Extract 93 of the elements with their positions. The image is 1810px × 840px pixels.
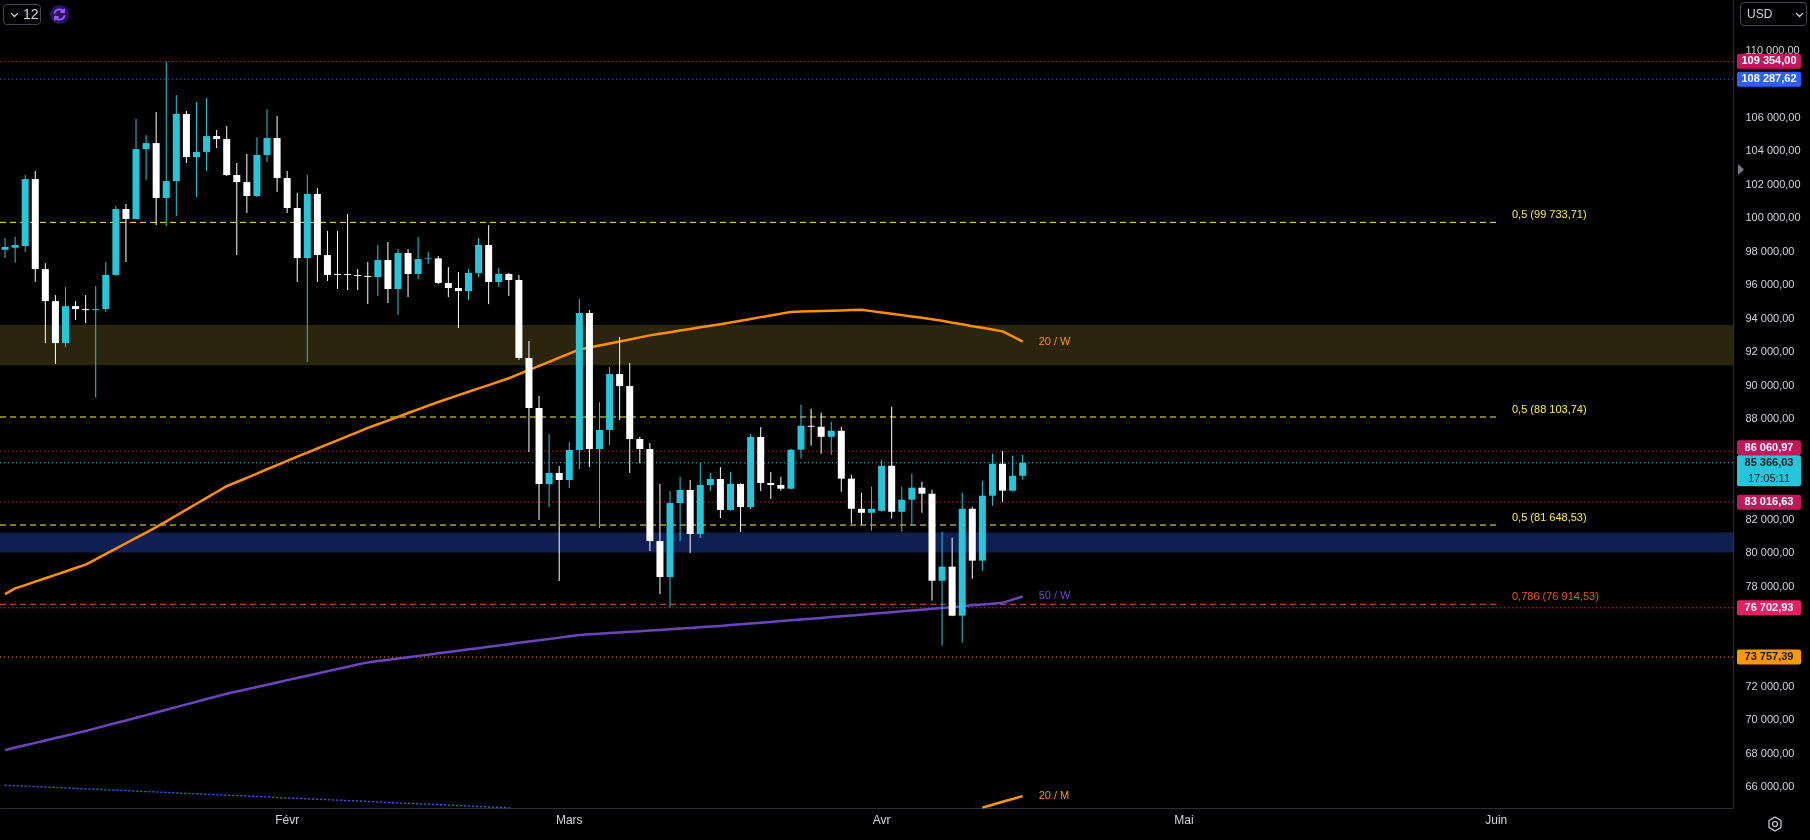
candlestick xyxy=(505,272,513,297)
ref-line-label: 0,786 (76 914,53) xyxy=(1512,590,1599,603)
candlestick xyxy=(344,213,352,291)
line-series xyxy=(981,794,1024,809)
candlestick xyxy=(454,271,462,329)
ref-line-label: 86 060,97 xyxy=(1744,440,1794,453)
ref-line-label: 109 354,00 xyxy=(1741,54,1797,67)
candlestick xyxy=(334,230,342,290)
ref-line-label: 108 287,62 xyxy=(1741,72,1797,85)
candlestick xyxy=(908,473,916,527)
y-tick-label: 68 000,00 xyxy=(1745,746,1795,759)
ref-line-label: 85 366,03 xyxy=(1744,455,1794,468)
ref-line-label: 0,5 (99 733,71) xyxy=(1512,208,1587,221)
y-tick-label: 90 000,00 xyxy=(1745,378,1795,391)
candlestick xyxy=(11,236,19,264)
y-tick-label: 98 000,00 xyxy=(1745,244,1795,257)
candlestick xyxy=(817,412,825,455)
candlestick xyxy=(898,486,906,533)
y-tick-label: 110 000,00 xyxy=(1745,44,1800,57)
candlestick xyxy=(203,97,211,172)
candlestick xyxy=(737,482,745,533)
ref-line-label: 0,5 (81 648,53) xyxy=(1512,511,1587,524)
candlestick xyxy=(162,60,170,227)
series-label: 20 / W xyxy=(1038,334,1072,347)
x-tick-label: Févr xyxy=(275,812,300,827)
candlestick xyxy=(555,465,563,582)
candlestick xyxy=(72,300,80,321)
candlestick xyxy=(374,244,382,297)
series-label: 50 / W xyxy=(1038,589,1072,602)
y-tick-label: 70 000,00 xyxy=(1745,713,1795,726)
candlestick xyxy=(404,248,412,298)
candlestick xyxy=(868,486,876,532)
candlestick xyxy=(938,531,946,647)
candlestick xyxy=(676,476,684,542)
candlestick xyxy=(706,472,714,492)
x-tick-label: Mars xyxy=(555,812,583,827)
dropdown-button: USD xyxy=(1740,2,1807,26)
x-tick-label: Juin xyxy=(1485,812,1508,827)
y-tick-label: 88 000,00 xyxy=(1745,412,1795,425)
y-tick-label: 78 000,00 xyxy=(1745,579,1795,592)
y-tick-label: 66 000,00 xyxy=(1745,780,1795,793)
y-tick-label: 102 000,00 xyxy=(1745,177,1801,190)
line-series xyxy=(3,595,1024,752)
series-label: 20 / M xyxy=(1038,789,1070,802)
candlestick xyxy=(797,404,805,460)
candlestick xyxy=(243,153,251,214)
y-tick-label: 94 000,00 xyxy=(1745,311,1795,324)
y-tick-label: 100 000,00 xyxy=(1745,211,1801,224)
candlestick xyxy=(414,236,422,280)
candlestick xyxy=(424,251,432,265)
candlestick xyxy=(495,267,503,288)
annotation: 12 xyxy=(23,6,39,22)
candlestick xyxy=(1,237,9,259)
candlestick xyxy=(354,268,362,291)
candlestick xyxy=(767,471,775,500)
text: 17:05:11 xyxy=(1747,471,1791,484)
y-tick-label: 104 000,00 xyxy=(1745,144,1801,157)
candlestick xyxy=(465,268,473,301)
line-series xyxy=(4,784,510,809)
candlestick xyxy=(857,492,865,526)
candlestick xyxy=(827,421,835,456)
y-tick-label: 96 000,00 xyxy=(1745,278,1795,291)
ref-line-label: 73 757,39 xyxy=(1744,650,1794,663)
candlestick xyxy=(616,336,624,421)
ref-line-label: 83 016,63 xyxy=(1744,495,1794,508)
candlestick xyxy=(213,129,221,149)
candlestick xyxy=(636,436,644,464)
ref-line-label: 0,5 (88 103,74) xyxy=(1512,402,1587,415)
candlestick xyxy=(777,476,785,492)
ref-line-label: 76 702,93 xyxy=(1744,600,1794,613)
candlestick xyxy=(444,266,452,298)
candlestick xyxy=(263,108,271,163)
candlestick xyxy=(364,261,372,305)
y-tick-label: 106 000,00 xyxy=(1745,110,1801,123)
candlestick xyxy=(545,433,553,508)
x-tick-label: Avr xyxy=(872,812,891,827)
candlestick xyxy=(122,203,130,263)
toggle-button: 12 xyxy=(3,4,41,25)
y-tick-label: 80 000,00 xyxy=(1745,546,1795,559)
y-tick-label: 92 000,00 xyxy=(1745,345,1795,358)
candlestick xyxy=(918,481,926,514)
candlestick xyxy=(1009,455,1017,493)
x-tick-label: Mai xyxy=(1174,812,1194,827)
candlestick xyxy=(323,230,331,282)
candlestick xyxy=(82,294,90,324)
candlestick xyxy=(92,285,100,399)
line-series xyxy=(3,308,1024,596)
candlestick xyxy=(807,408,815,447)
candlestick xyxy=(142,134,150,181)
candlestick xyxy=(192,101,200,198)
y-tick-label: 72 000,00 xyxy=(1745,680,1795,692)
y-tick-label: 82 000,00 xyxy=(1745,512,1795,525)
candlestick xyxy=(233,162,241,256)
